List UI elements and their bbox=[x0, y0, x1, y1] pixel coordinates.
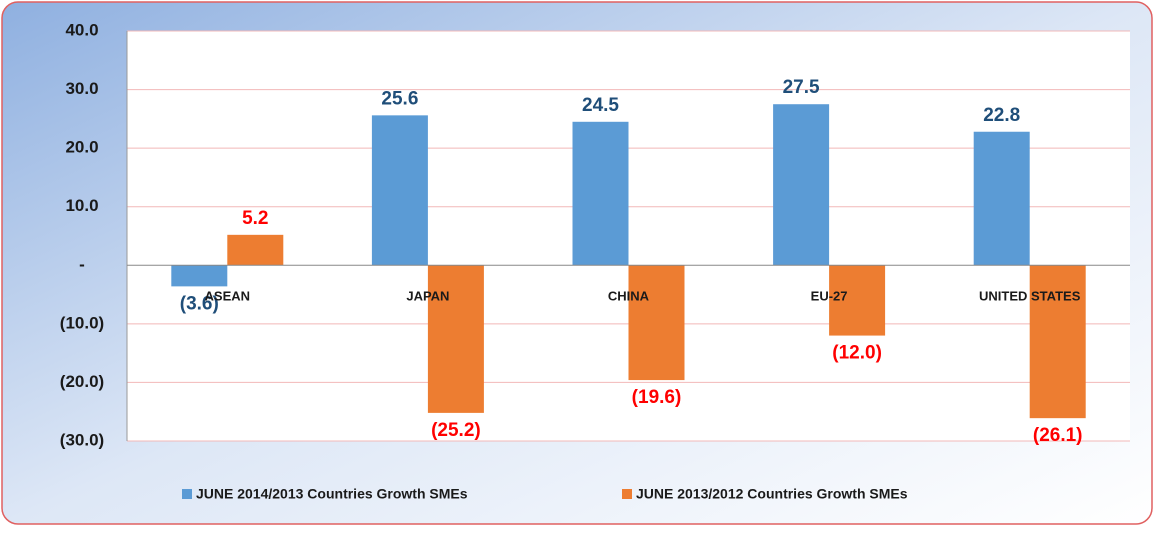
legend-label: JUNE 2013/2012 Countries Growth SMEs bbox=[636, 486, 908, 502]
bar bbox=[371, 115, 428, 266]
y-tick-label: (30.0) bbox=[60, 430, 104, 449]
y-tick-label: (10.0) bbox=[60, 313, 104, 332]
bar bbox=[628, 265, 685, 381]
y-tick-label: 10.0 bbox=[65, 196, 98, 215]
data-label: (3.6) bbox=[180, 293, 219, 314]
data-label: 5.2 bbox=[242, 208, 268, 229]
bar bbox=[427, 265, 484, 413]
bar bbox=[1029, 265, 1086, 419]
x-tick-label: EU-27 bbox=[811, 289, 848, 304]
bar bbox=[773, 104, 830, 266]
data-label: 24.5 bbox=[582, 95, 619, 116]
bar bbox=[973, 131, 1030, 266]
x-tick-label: JAPAN bbox=[406, 289, 449, 304]
legend-swatch bbox=[182, 489, 192, 499]
data-label: 22.8 bbox=[983, 105, 1020, 126]
y-tick-label: 20.0 bbox=[65, 138, 98, 157]
bar bbox=[227, 234, 284, 266]
x-tick-label: UNITED STATES bbox=[979, 289, 1081, 304]
legend-swatch bbox=[622, 489, 632, 499]
data-label: (19.6) bbox=[632, 387, 682, 408]
data-label: (26.1) bbox=[1033, 425, 1083, 446]
x-tick-label: CHINA bbox=[608, 289, 650, 304]
data-label: (12.0) bbox=[832, 343, 882, 364]
y-tick-label: (20.0) bbox=[60, 372, 104, 391]
bar bbox=[572, 121, 629, 266]
data-label: (25.2) bbox=[431, 420, 481, 441]
bar bbox=[829, 265, 886, 336]
data-label: 27.5 bbox=[783, 77, 820, 98]
data-label: 25.6 bbox=[381, 88, 418, 109]
y-tick-label: - bbox=[79, 255, 85, 274]
y-tick-label: 40.0 bbox=[65, 20, 98, 39]
x-tick-label: ASEAN bbox=[205, 289, 251, 304]
legend-label: JUNE 2014/2013 Countries Growth SMEs bbox=[196, 486, 468, 502]
y-tick-label: 30.0 bbox=[65, 79, 98, 98]
bar bbox=[171, 265, 228, 287]
